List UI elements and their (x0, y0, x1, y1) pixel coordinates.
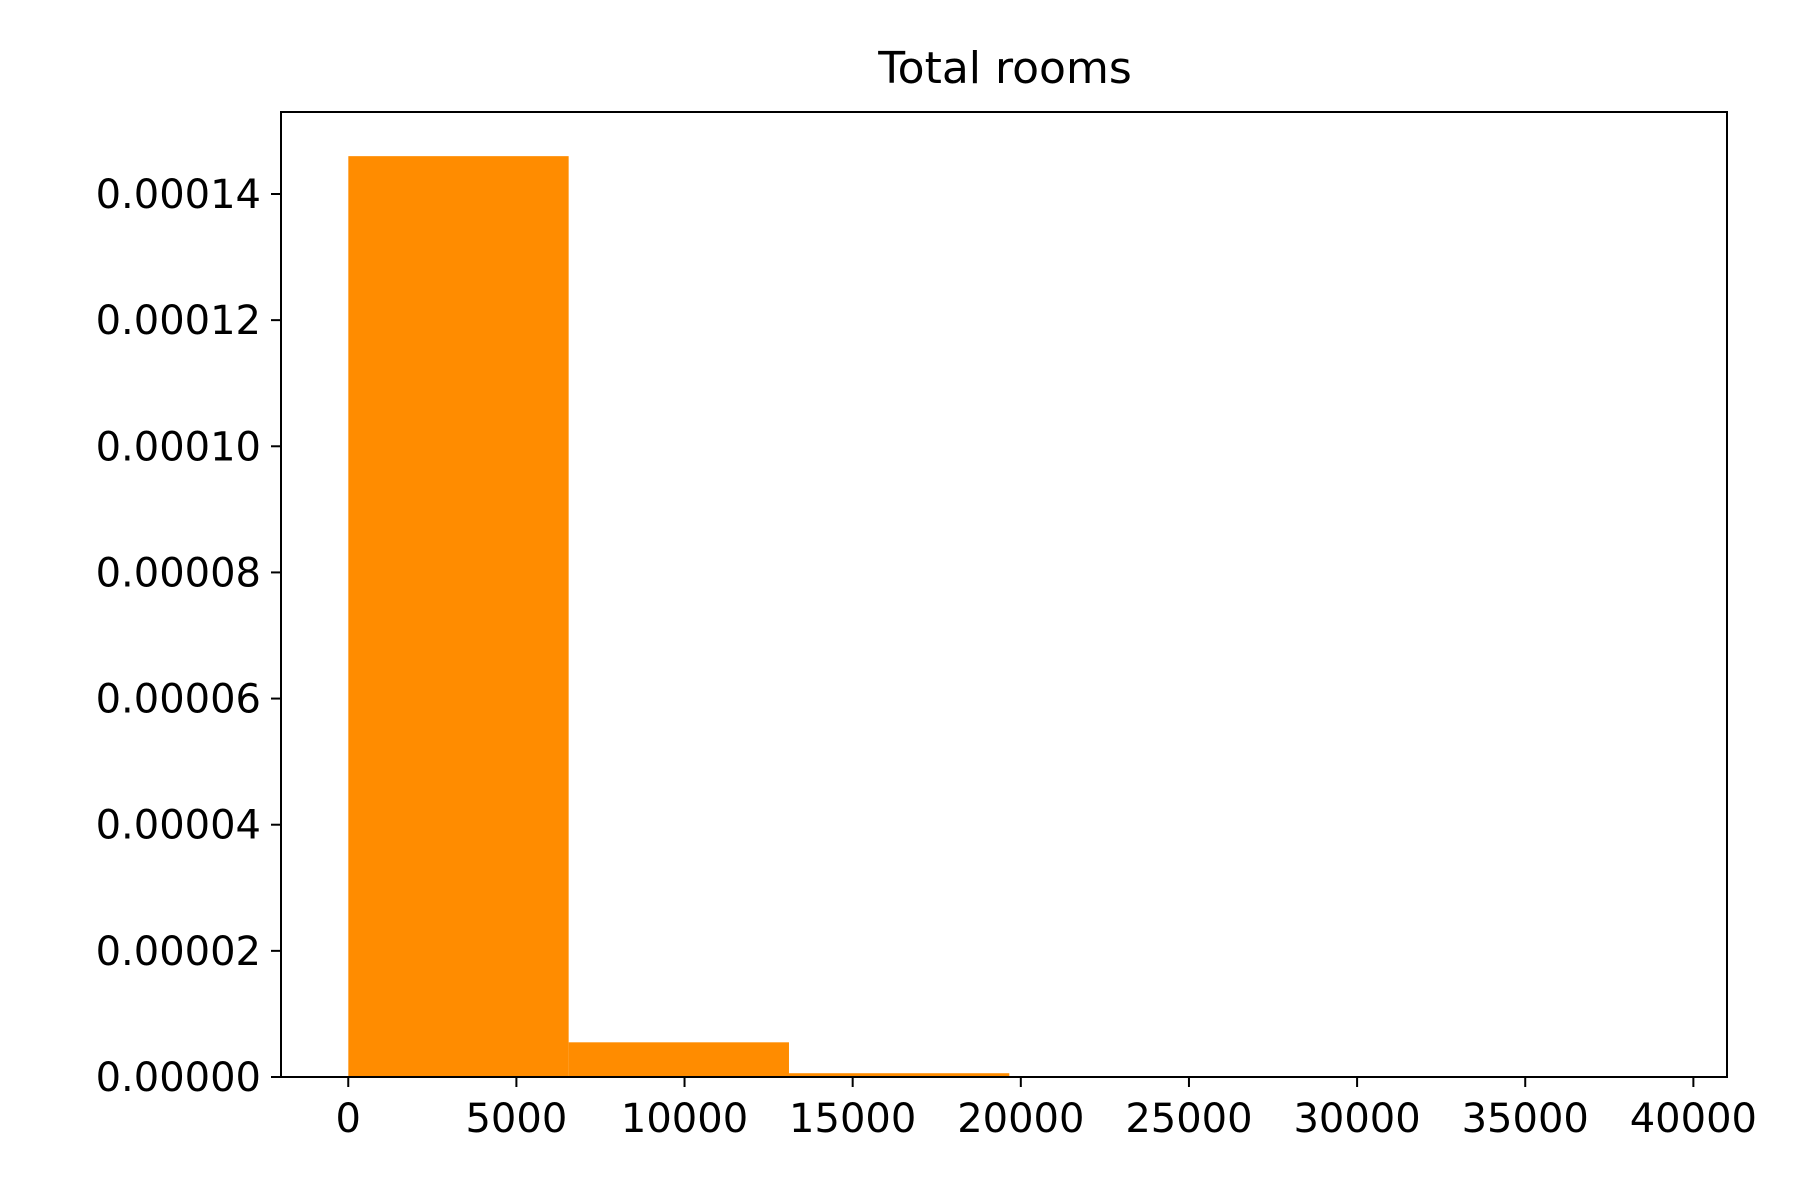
y-tick-label: 0.00002 (96, 929, 261, 975)
x-tick-label: 15000 (789, 1096, 916, 1142)
y-tick-label: 0.00006 (96, 677, 261, 723)
histogram-bar (569, 1042, 789, 1077)
x-tick-label: 20000 (957, 1096, 1084, 1142)
x-tick-label: 40000 (1630, 1096, 1757, 1142)
y-tick-label: 0.00008 (96, 550, 261, 596)
x-tick-label: 10000 (621, 1096, 748, 1142)
y-tick-label: 0.00004 (96, 803, 261, 849)
x-tick-label: 30000 (1293, 1096, 1420, 1142)
x-tick-label: 25000 (1125, 1096, 1252, 1142)
x-tick-label: 5000 (465, 1096, 567, 1142)
y-tick-label: 0.00010 (96, 424, 261, 470)
y-tick-label: 0.00012 (96, 298, 261, 344)
y-axis: 0.00000 0.00002 0.00004 0.00006 0.00008 0.000… (96, 172, 281, 1101)
chart-title: Total rooms (877, 43, 1132, 94)
y-tick-label: 0.00000 (96, 1055, 261, 1101)
bars-layer (348, 156, 1670, 1077)
histogram-bar (348, 156, 568, 1077)
x-tick-label: 35000 (1462, 1096, 1589, 1142)
x-tick-label: 0 (336, 1096, 361, 1142)
y-tick-label: 0.00014 (96, 172, 261, 218)
x-axis: 0 5000 10000 15000 20000 25000 30000 35000 40000 (336, 1077, 1757, 1142)
